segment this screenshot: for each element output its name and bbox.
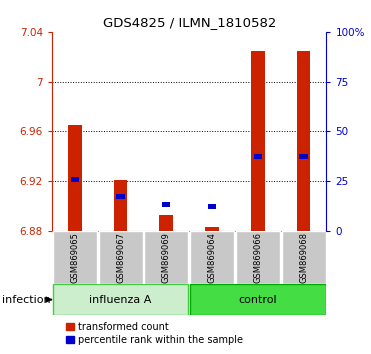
- Bar: [116, 194, 125, 199]
- Bar: [162, 202, 170, 207]
- Bar: [251, 51, 265, 231]
- Bar: [236, 231, 280, 284]
- Legend: transformed count, percentile rank within the sample: transformed count, percentile rank withi…: [62, 318, 247, 349]
- Bar: [53, 231, 97, 284]
- Bar: [282, 231, 326, 284]
- Text: GSM869067: GSM869067: [116, 232, 125, 283]
- Bar: [190, 231, 234, 284]
- Bar: [71, 177, 79, 182]
- Text: GSM869066: GSM869066: [253, 232, 262, 283]
- Bar: [144, 231, 188, 284]
- Text: GSM869069: GSM869069: [162, 232, 171, 283]
- Bar: [160, 215, 173, 231]
- Bar: [68, 125, 82, 231]
- Bar: [205, 227, 219, 231]
- Bar: [114, 180, 128, 231]
- Text: infection: infection: [2, 295, 51, 304]
- Bar: [297, 51, 311, 231]
- Bar: [208, 204, 216, 209]
- Text: GSM869068: GSM869068: [299, 232, 308, 283]
- Text: GSM869064: GSM869064: [208, 232, 217, 283]
- Text: control: control: [239, 295, 277, 304]
- Text: GSM869065: GSM869065: [70, 232, 79, 283]
- Bar: [254, 154, 262, 159]
- Title: GDS4825 / ILMN_1810582: GDS4825 / ILMN_1810582: [102, 16, 276, 29]
- Bar: [299, 154, 308, 159]
- Bar: [99, 231, 142, 284]
- Bar: [190, 284, 326, 315]
- Bar: [53, 284, 188, 315]
- Text: influenza A: influenza A: [89, 295, 152, 304]
